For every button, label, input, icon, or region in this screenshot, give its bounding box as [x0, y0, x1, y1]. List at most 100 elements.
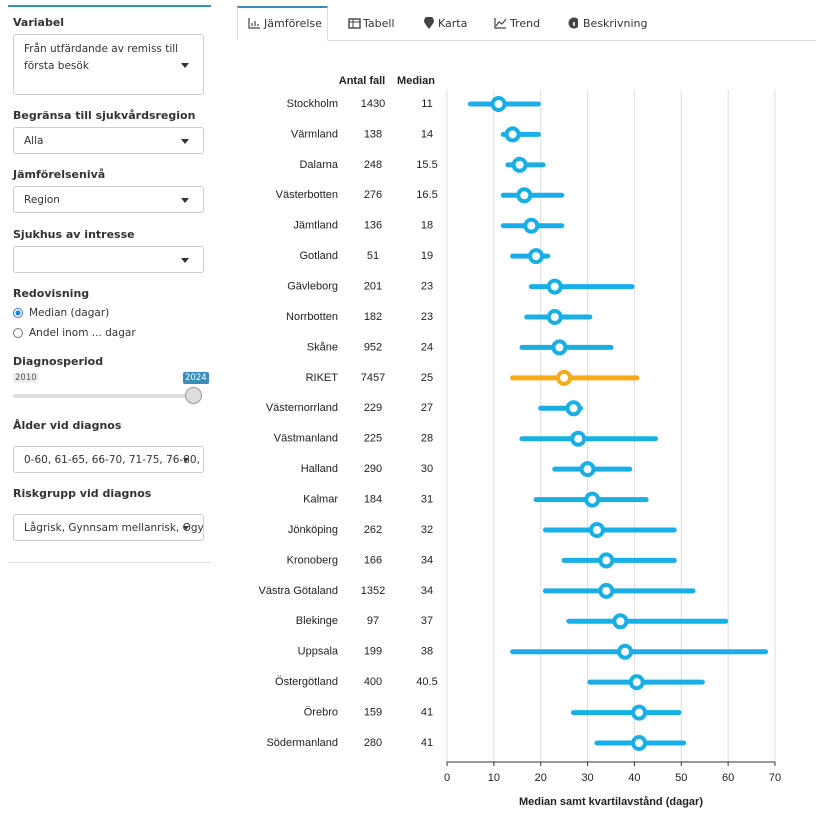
x-tick-label: 30	[581, 772, 593, 784]
radio-option: Median (dagar)	[29, 307, 110, 319]
icon-trend	[494, 18, 507, 29]
median-label: 23	[421, 280, 433, 292]
median-label: 15.5	[416, 159, 437, 171]
count-label: 138	[364, 128, 382, 140]
category-label: Dalarna	[299, 159, 338, 171]
count-header: Antal fall	[339, 75, 385, 87]
count-label: 166	[364, 554, 382, 566]
tab[interactable]: Karta	[438, 17, 468, 30]
category-label: Jönköping	[288, 524, 338, 536]
category-label: Jämtland	[293, 220, 338, 232]
radio-icons	[13, 308, 23, 338]
count-label: 1352	[361, 585, 385, 597]
median-point	[612, 613, 629, 630]
hospital-select[interactable]	[13, 246, 204, 273]
caret	[181, 198, 189, 203]
median-label: 14	[421, 128, 433, 140]
radio-dot	[15, 310, 21, 316]
x-tick-label: 50	[675, 772, 687, 784]
caret	[181, 258, 189, 263]
count-label: 136	[364, 220, 382, 232]
count-label: 276	[364, 189, 382, 201]
median-label: 32	[421, 524, 433, 536]
count-label: 51	[367, 250, 379, 262]
median-label: 28	[421, 433, 433, 445]
median-label: 11	[421, 98, 432, 110]
category-label: Västerbotten	[276, 189, 338, 201]
category-label: Halland	[301, 463, 338, 475]
icon-chart	[248, 18, 260, 29]
category-label: Örebro	[304, 706, 338, 718]
slider-track	[13, 394, 195, 398]
median-point	[565, 400, 582, 417]
category-label: Kalmar	[303, 493, 338, 505]
sidebar-bottom-border	[8, 562, 211, 563]
tab-icons	[248, 17, 578, 29]
count-label: 280	[364, 737, 382, 749]
category-label: Södermanland	[266, 737, 338, 749]
category-label: Skåne	[307, 341, 338, 353]
count-label: 290	[364, 463, 382, 475]
count-label: 184	[364, 493, 382, 505]
median-label: 41	[421, 737, 433, 749]
region-label: Begränsa till sjukvårdsregion	[13, 109, 196, 122]
median-point	[631, 735, 648, 751]
category-label: Värmland	[291, 128, 338, 140]
count-label: 229	[364, 402, 382, 414]
x-tick-label: 20	[535, 772, 547, 784]
slider-value: 2024	[183, 372, 209, 384]
category-label: Stockholm	[287, 98, 338, 110]
median-label: 41	[421, 706, 433, 718]
region-select[interactable]: Alla	[13, 127, 204, 154]
category-label: Gävleborg	[287, 280, 338, 292]
median-point	[504, 126, 521, 143]
median-label: 16.5	[416, 189, 437, 201]
count-label: 262	[364, 524, 382, 536]
variable-value: Från utfärdande av remiss till första be…	[24, 43, 179, 72]
median-point	[598, 552, 615, 569]
category-label: Blekinge	[296, 615, 338, 627]
tab[interactable]: Trend	[510, 17, 541, 30]
hospital-label: Sjukhus av intresse	[13, 228, 135, 241]
x-tick-label: 10	[488, 772, 500, 784]
icon-table-lines	[349, 19, 360, 28]
caret	[183, 526, 189, 530]
age-select[interactable]: 0-60, 61-65, 66-70, 71-75, 76-80, >8	[13, 446, 204, 473]
category-label: Gotland	[299, 250, 338, 262]
count-label: 182	[364, 311, 382, 323]
tab[interactable]: Tabell	[363, 17, 395, 30]
risk-select[interactable]: Lågrisk, Gynnsam mellanrisk, Ogy	[13, 514, 204, 541]
tab[interactable]: Jämförelse	[264, 17, 322, 30]
median-point	[490, 96, 507, 112]
x-tick-label: 40	[628, 772, 640, 784]
slider-handle[interactable]	[185, 387, 202, 404]
level-label: Jämförelsenivå	[13, 168, 106, 181]
radio-unchecked[interactable]	[13, 328, 23, 338]
median-label: 34	[421, 585, 433, 597]
category-label: Västernorrland	[266, 402, 338, 414]
level-select[interactable]: Region	[13, 186, 204, 213]
category-label: Kronoberg	[287, 554, 338, 566]
tab-bar-line	[237, 40, 816, 41]
median-label: 23	[421, 311, 433, 323]
median-point	[516, 187, 533, 204]
median-label: 19	[421, 250, 433, 262]
count-label: 225	[364, 433, 382, 445]
slider-min: 2010	[13, 373, 39, 383]
median-point	[617, 643, 634, 660]
sidebar-top-border	[8, 5, 211, 7]
count-label: 159	[364, 706, 382, 718]
count-label: 400	[364, 676, 382, 688]
median-point	[598, 582, 615, 599]
age-value: 0-60, 61-65, 66-70, 71-75, 76-80, >8	[24, 454, 204, 466]
count-label: 97	[367, 615, 379, 627]
caret	[183, 458, 189, 462]
median-label: 18	[421, 220, 433, 232]
risk-value: Lågrisk, Gynnsam mellanrisk, Ogy	[24, 522, 204, 534]
median-label: 38	[421, 646, 433, 658]
median-label: 34	[421, 554, 433, 566]
variable-select[interactable]: Från utfärdande av remiss till första be…	[13, 34, 204, 95]
median-point	[546, 309, 563, 325]
tab[interactable]: Beskrivning	[583, 17, 648, 30]
